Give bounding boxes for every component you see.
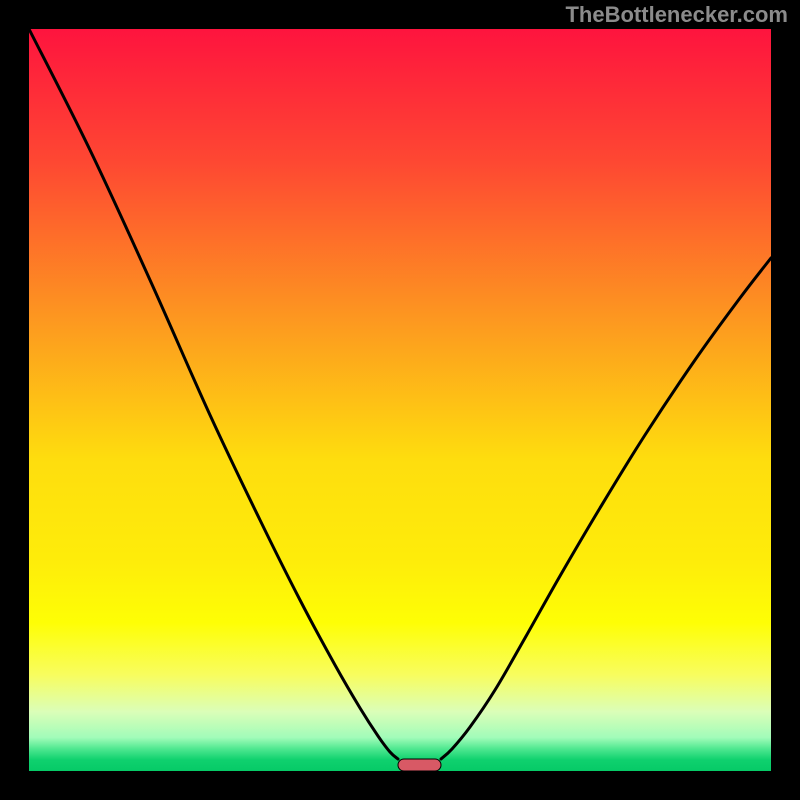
bottleneck-chart: TheBottlenecker.com xyxy=(0,0,800,800)
watermark-text: TheBottlenecker.com xyxy=(565,2,788,28)
optimal-range-marker xyxy=(398,759,441,771)
plot-gradient xyxy=(29,29,771,771)
chart-svg xyxy=(0,0,800,800)
